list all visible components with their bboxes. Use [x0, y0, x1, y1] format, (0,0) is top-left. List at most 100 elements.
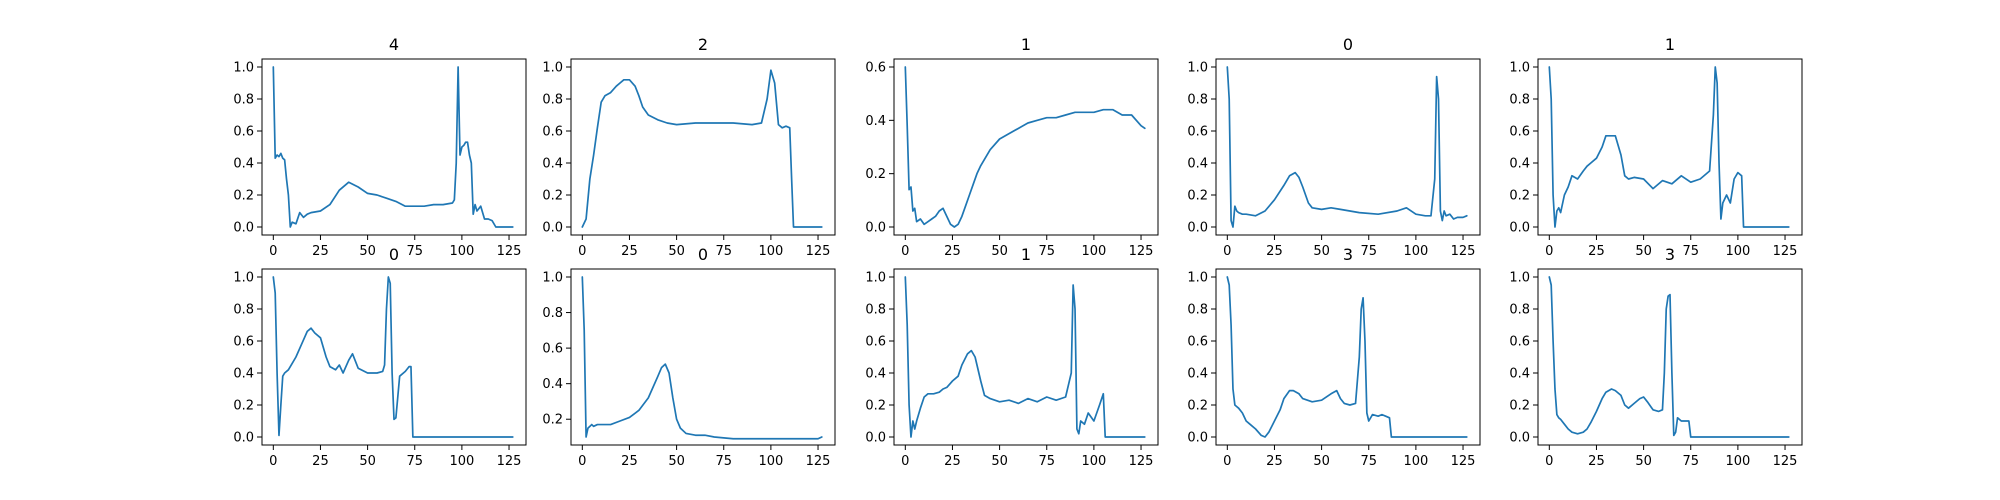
x-tick-label: 0 — [1223, 244, 1231, 259]
subplot-4: 0 0 25 50 75 100 125 0.0 0.2 0.4 0.6 0.8 1.0 — [1187, 35, 1481, 259]
x-tick-label: 50 — [359, 244, 376, 259]
y-tick-label: 0.0 — [865, 221, 886, 236]
y-tick-label: 0.2 — [865, 399, 886, 414]
y-tick-label: 0.8 — [233, 303, 254, 318]
x-tick-label: 0 — [1545, 454, 1553, 469]
y-tick-label: 0.4 — [1509, 367, 1530, 382]
x-tick-label: 25 — [944, 454, 961, 469]
x-tick-label: 75 — [715, 454, 732, 469]
x-tick-label: 75 — [406, 244, 423, 259]
x-tick-label: 0 — [269, 454, 277, 469]
x-tick-label: 125 — [1773, 244, 1798, 259]
subplot-title: 1 — [1665, 35, 1675, 54]
x-tick-label: 75 — [1682, 244, 1699, 259]
x-tick-label: 125 — [1773, 454, 1798, 469]
x-tick-label: 50 — [1313, 244, 1330, 259]
y-tick-label: 0.2 — [1187, 189, 1208, 204]
x-tick-label: 0 — [578, 454, 586, 469]
y-tick-label: 0.6 — [865, 61, 886, 76]
series-line — [1548, 66, 1790, 228]
x-tick-label: 75 — [1360, 454, 1377, 469]
subplot-7: 0 0 25 50 75 100 125 0.2 0.4 0.6 0.8 1.0 — [542, 245, 836, 469]
y-tick-label: 0.2 — [1509, 399, 1530, 414]
x-tick-label: 125 — [1129, 454, 1154, 469]
x-tick-label: 125 — [497, 244, 522, 259]
x-tick-label: 125 — [1451, 454, 1476, 469]
x-tick-label: 0 — [901, 244, 909, 259]
axes-frame — [261, 268, 527, 446]
y-tick-label: 0.8 — [1509, 93, 1530, 108]
x-tick-label: 125 — [1451, 244, 1476, 259]
y-tick-label: 0.2 — [1509, 189, 1530, 204]
x-tick-label: 0 — [578, 244, 586, 259]
subplot-title: 4 — [389, 35, 399, 54]
x-tick-label: 25 — [1266, 454, 1283, 469]
y-tick-label: 0.6 — [865, 335, 886, 350]
x-tick-label: 25 — [1588, 244, 1605, 259]
subplot-title: 0 — [389, 245, 399, 264]
axes-frame — [893, 58, 1159, 236]
x-tick-label: 100 — [1403, 244, 1428, 259]
x-tick-label: 100 — [1403, 454, 1428, 469]
x-tick-label: 75 — [1038, 454, 1055, 469]
axes-frame — [1215, 58, 1481, 236]
x-tick-label: 50 — [668, 454, 685, 469]
y-tick-label: 0.0 — [233, 431, 254, 446]
y-tick-label: 0.6 — [542, 342, 563, 357]
y-tick-label: 1.0 — [1509, 61, 1530, 76]
subplot-title: 0 — [1343, 35, 1353, 54]
y-tick-label: 1.0 — [233, 271, 254, 286]
y-tick-label: 1.0 — [233, 61, 254, 76]
y-tick-label: 0.4 — [1509, 157, 1530, 172]
y-tick-label: 0.2 — [865, 167, 886, 182]
x-tick-label: 25 — [621, 454, 638, 469]
x-tick-label: 0 — [1223, 454, 1231, 469]
subplot-6: 0 0 25 50 75 100 125 0.0 0.2 0.4 0.6 0.8 1.0 — [233, 245, 527, 469]
subplot-title: 1 — [1021, 35, 1031, 54]
x-tick-label: 25 — [312, 454, 329, 469]
x-tick-label: 125 — [497, 454, 522, 469]
x-tick-label: 100 — [1725, 454, 1750, 469]
subplot-title: 0 — [698, 245, 708, 264]
y-tick-label: 0.4 — [865, 114, 886, 129]
x-tick-label: 100 — [1081, 454, 1106, 469]
y-tick-label: 0.4 — [542, 157, 563, 172]
axes-frame — [1537, 268, 1803, 446]
y-tick-label: 0.4 — [233, 367, 254, 382]
y-tick-label: 0.6 — [542, 125, 563, 140]
x-tick-label: 25 — [1588, 454, 1605, 469]
y-tick-label: 0.8 — [542, 93, 563, 108]
subplot-title: 1 — [1021, 245, 1031, 264]
y-tick-label: 0.2 — [542, 413, 563, 428]
x-tick-label: 25 — [1266, 244, 1283, 259]
y-tick-label: 0.8 — [233, 93, 254, 108]
y-tick-label: 1.0 — [1509, 271, 1530, 286]
y-tick-label: 1.0 — [865, 271, 886, 286]
y-tick-label: 0.8 — [1509, 303, 1530, 318]
subplot-title: 3 — [1665, 245, 1675, 264]
axes-frame — [1537, 58, 1803, 236]
y-tick-label: 0.0 — [1187, 431, 1208, 446]
x-tick-label: 75 — [1682, 454, 1699, 469]
y-tick-label: 0.8 — [1187, 303, 1208, 318]
x-tick-label: 100 — [758, 244, 783, 259]
series-line — [581, 276, 823, 440]
axes-frame — [1215, 268, 1481, 446]
y-tick-label: 1.0 — [542, 271, 563, 286]
x-tick-label: 0 — [1545, 244, 1553, 259]
x-tick-label: 125 — [806, 244, 831, 259]
x-tick-label: 0 — [269, 244, 277, 259]
x-tick-label: 50 — [1635, 244, 1652, 259]
subplot-8: 1 0 25 50 75 100 125 0.0 0.2 0.4 0.6 0.8 1.0 — [865, 245, 1159, 469]
y-tick-label: 0.0 — [1509, 431, 1530, 446]
y-tick-label: 0.6 — [1187, 125, 1208, 140]
x-tick-label: 100 — [758, 454, 783, 469]
subplot-2: 2 0 25 50 75 100 125 0.0 0.2 0.4 0.6 0.8 1.0 — [542, 35, 836, 259]
y-tick-label: 0.8 — [1187, 93, 1208, 108]
y-tick-label: 0.8 — [865, 303, 886, 318]
x-tick-label: 50 — [1635, 454, 1652, 469]
x-tick-label: 100 — [449, 454, 474, 469]
y-tick-label: 0.6 — [233, 335, 254, 350]
x-tick-label: 25 — [312, 244, 329, 259]
y-tick-label: 0.2 — [542, 189, 563, 204]
